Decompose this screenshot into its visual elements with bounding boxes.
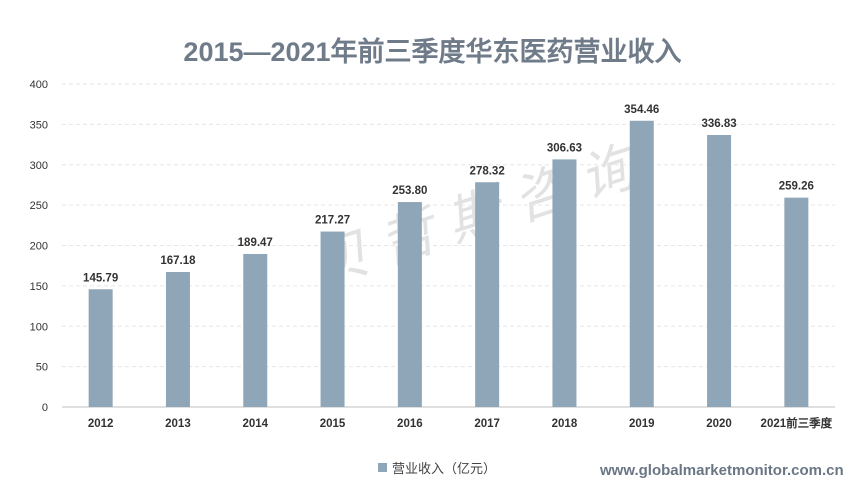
x-tick-label: 2014 xyxy=(242,418,268,430)
data-label: 306.63 xyxy=(547,142,582,154)
y-tick-label: 50 xyxy=(36,362,48,374)
chart-title: 2015—2021年前三季度华东医药营业收入 xyxy=(183,37,682,67)
y-tick-label: 250 xyxy=(30,200,48,212)
data-label: 167.18 xyxy=(160,255,196,267)
data-label: 253.80 xyxy=(392,185,427,197)
y-tick-label: 150 xyxy=(30,281,48,293)
y-tick-label: 350 xyxy=(30,119,48,131)
bar xyxy=(320,231,345,407)
x-tick-label: 2021前三季度 xyxy=(761,416,833,430)
data-label: 336.83 xyxy=(701,118,736,130)
data-label: 354.46 xyxy=(624,104,659,116)
x-tick-label: 2019 xyxy=(629,418,655,430)
bar xyxy=(243,254,268,407)
y-tick-label: 100 xyxy=(30,321,48,333)
x-tick-label: 2016 xyxy=(397,418,423,430)
x-tick-label: 2018 xyxy=(552,418,578,430)
bar xyxy=(88,289,113,407)
y-tick-label: 0 xyxy=(42,402,48,414)
website-link[interactable]: www.globalmarketmonitor.com.cn xyxy=(600,462,844,479)
x-tick-label: 2020 xyxy=(706,418,732,430)
bar xyxy=(165,272,190,407)
y-tick-label: 300 xyxy=(30,160,48,172)
x-tick-label: 2012 xyxy=(88,418,114,430)
data-label: 189.47 xyxy=(238,237,273,249)
legend-label: 营业收入（亿元） xyxy=(392,461,497,476)
legend: 营业收入（亿元） xyxy=(378,458,496,477)
data-label: 217.27 xyxy=(315,215,350,227)
y-tick-label: 200 xyxy=(30,241,48,253)
legend-swatch xyxy=(378,463,387,472)
bar xyxy=(784,197,809,407)
data-label: 259.26 xyxy=(779,181,814,193)
data-label: 278.32 xyxy=(470,165,505,177)
bar xyxy=(475,182,500,407)
bar xyxy=(629,120,654,407)
x-tick-label: 2013 xyxy=(165,418,191,430)
x-tick-label: 2017 xyxy=(474,418,500,430)
bar xyxy=(707,135,732,408)
data-label: 145.79 xyxy=(83,272,118,284)
y-tick-label: 400 xyxy=(30,79,48,91)
bar xyxy=(397,202,422,407)
x-tick-label: 2015 xyxy=(320,418,346,430)
bar xyxy=(552,159,577,407)
